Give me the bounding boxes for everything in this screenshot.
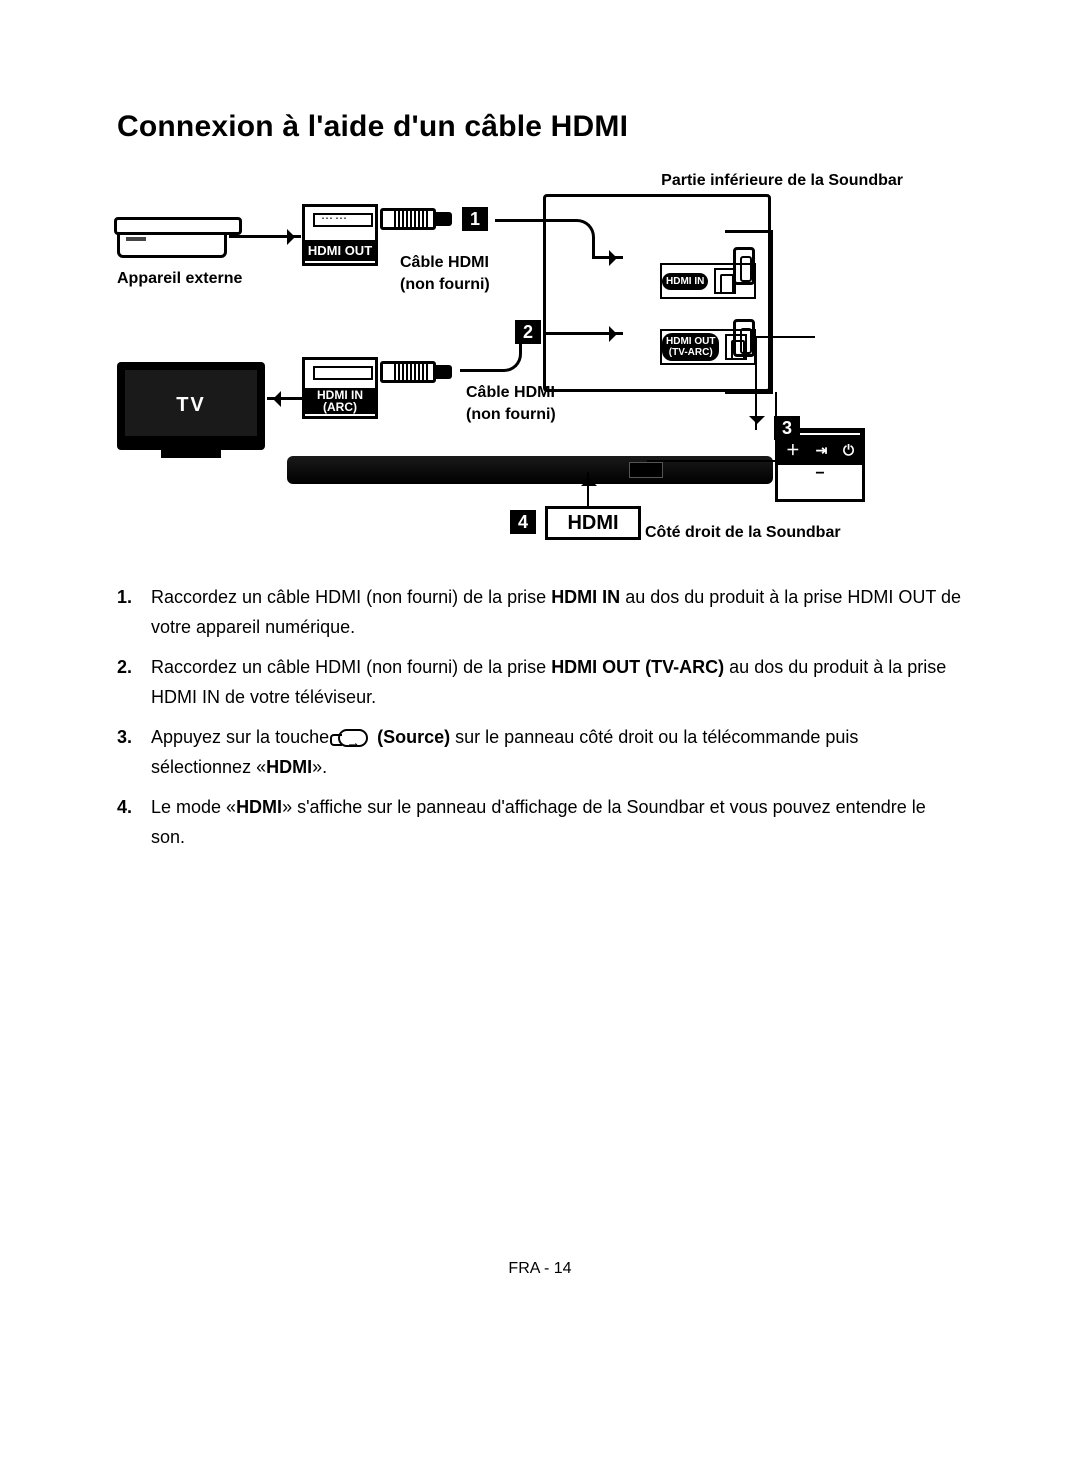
instruction-step: Appuyez sur la touche (Source) sur le pa… — [117, 722, 963, 782]
hdmi-in-arc-label: HDMI IN(ARC) — [305, 388, 375, 414]
hdmi-plug-icon — [380, 208, 460, 230]
connector-line — [267, 397, 303, 400]
external-device-label: Appareil externe — [117, 270, 242, 288]
step-marker-4: 4 — [510, 510, 536, 534]
connector-line — [587, 472, 589, 506]
hdmi-plug-icon — [380, 361, 460, 383]
instruction-step: Raccordez un câble HDMI (non fourni) de … — [117, 582, 963, 642]
step-marker-2: 2 — [515, 320, 541, 344]
minus-icon: − — [815, 465, 824, 482]
connector-line — [229, 235, 301, 238]
page-footer: FRA - 14 — [0, 1260, 1080, 1278]
soundbar-bottom-label: Partie inférieure de la Soundbar — [661, 172, 903, 190]
instructions-list: Raccordez un câble HDMI (non fourni) de … — [117, 582, 963, 852]
source-button-icon — [338, 729, 368, 747]
connection-diagram: Partie inférieure de la Soundbar Apparei… — [117, 172, 963, 542]
step-marker-3: 3 — [774, 416, 800, 440]
instruction-step: Raccordez un câble HDMI (non fourni) de … — [117, 652, 963, 712]
display-readout: HDMI — [545, 506, 641, 540]
hdmi-out-label: HDMI OUT — [305, 240, 375, 261]
plus-icon: ＋ — [786, 440, 800, 460]
hdmi-out-port-icon: HDMI OUT — [302, 204, 378, 266]
soundbar-right-label: Côté droit de la Soundbar — [645, 524, 841, 542]
hdmi-in-arc-port-icon: HDMI IN(ARC) — [302, 357, 378, 419]
page-title: Connexion à l'aide d'un câble HDMI — [117, 110, 963, 144]
power-icon: ⏻ — [843, 442, 854, 459]
connector-line — [460, 332, 522, 372]
external-device-icon — [117, 222, 227, 258]
step-marker-1: 1 — [462, 207, 488, 231]
source-icon: ⇥ — [816, 442, 828, 459]
tv-label: TV — [117, 394, 265, 417]
tv-icon: TV — [117, 362, 265, 450]
cable1-label: Câble HDMI(non fourni) — [400, 252, 490, 296]
instruction-step: Le mode «HDMI» s'affiche sur le panneau … — [117, 792, 963, 852]
